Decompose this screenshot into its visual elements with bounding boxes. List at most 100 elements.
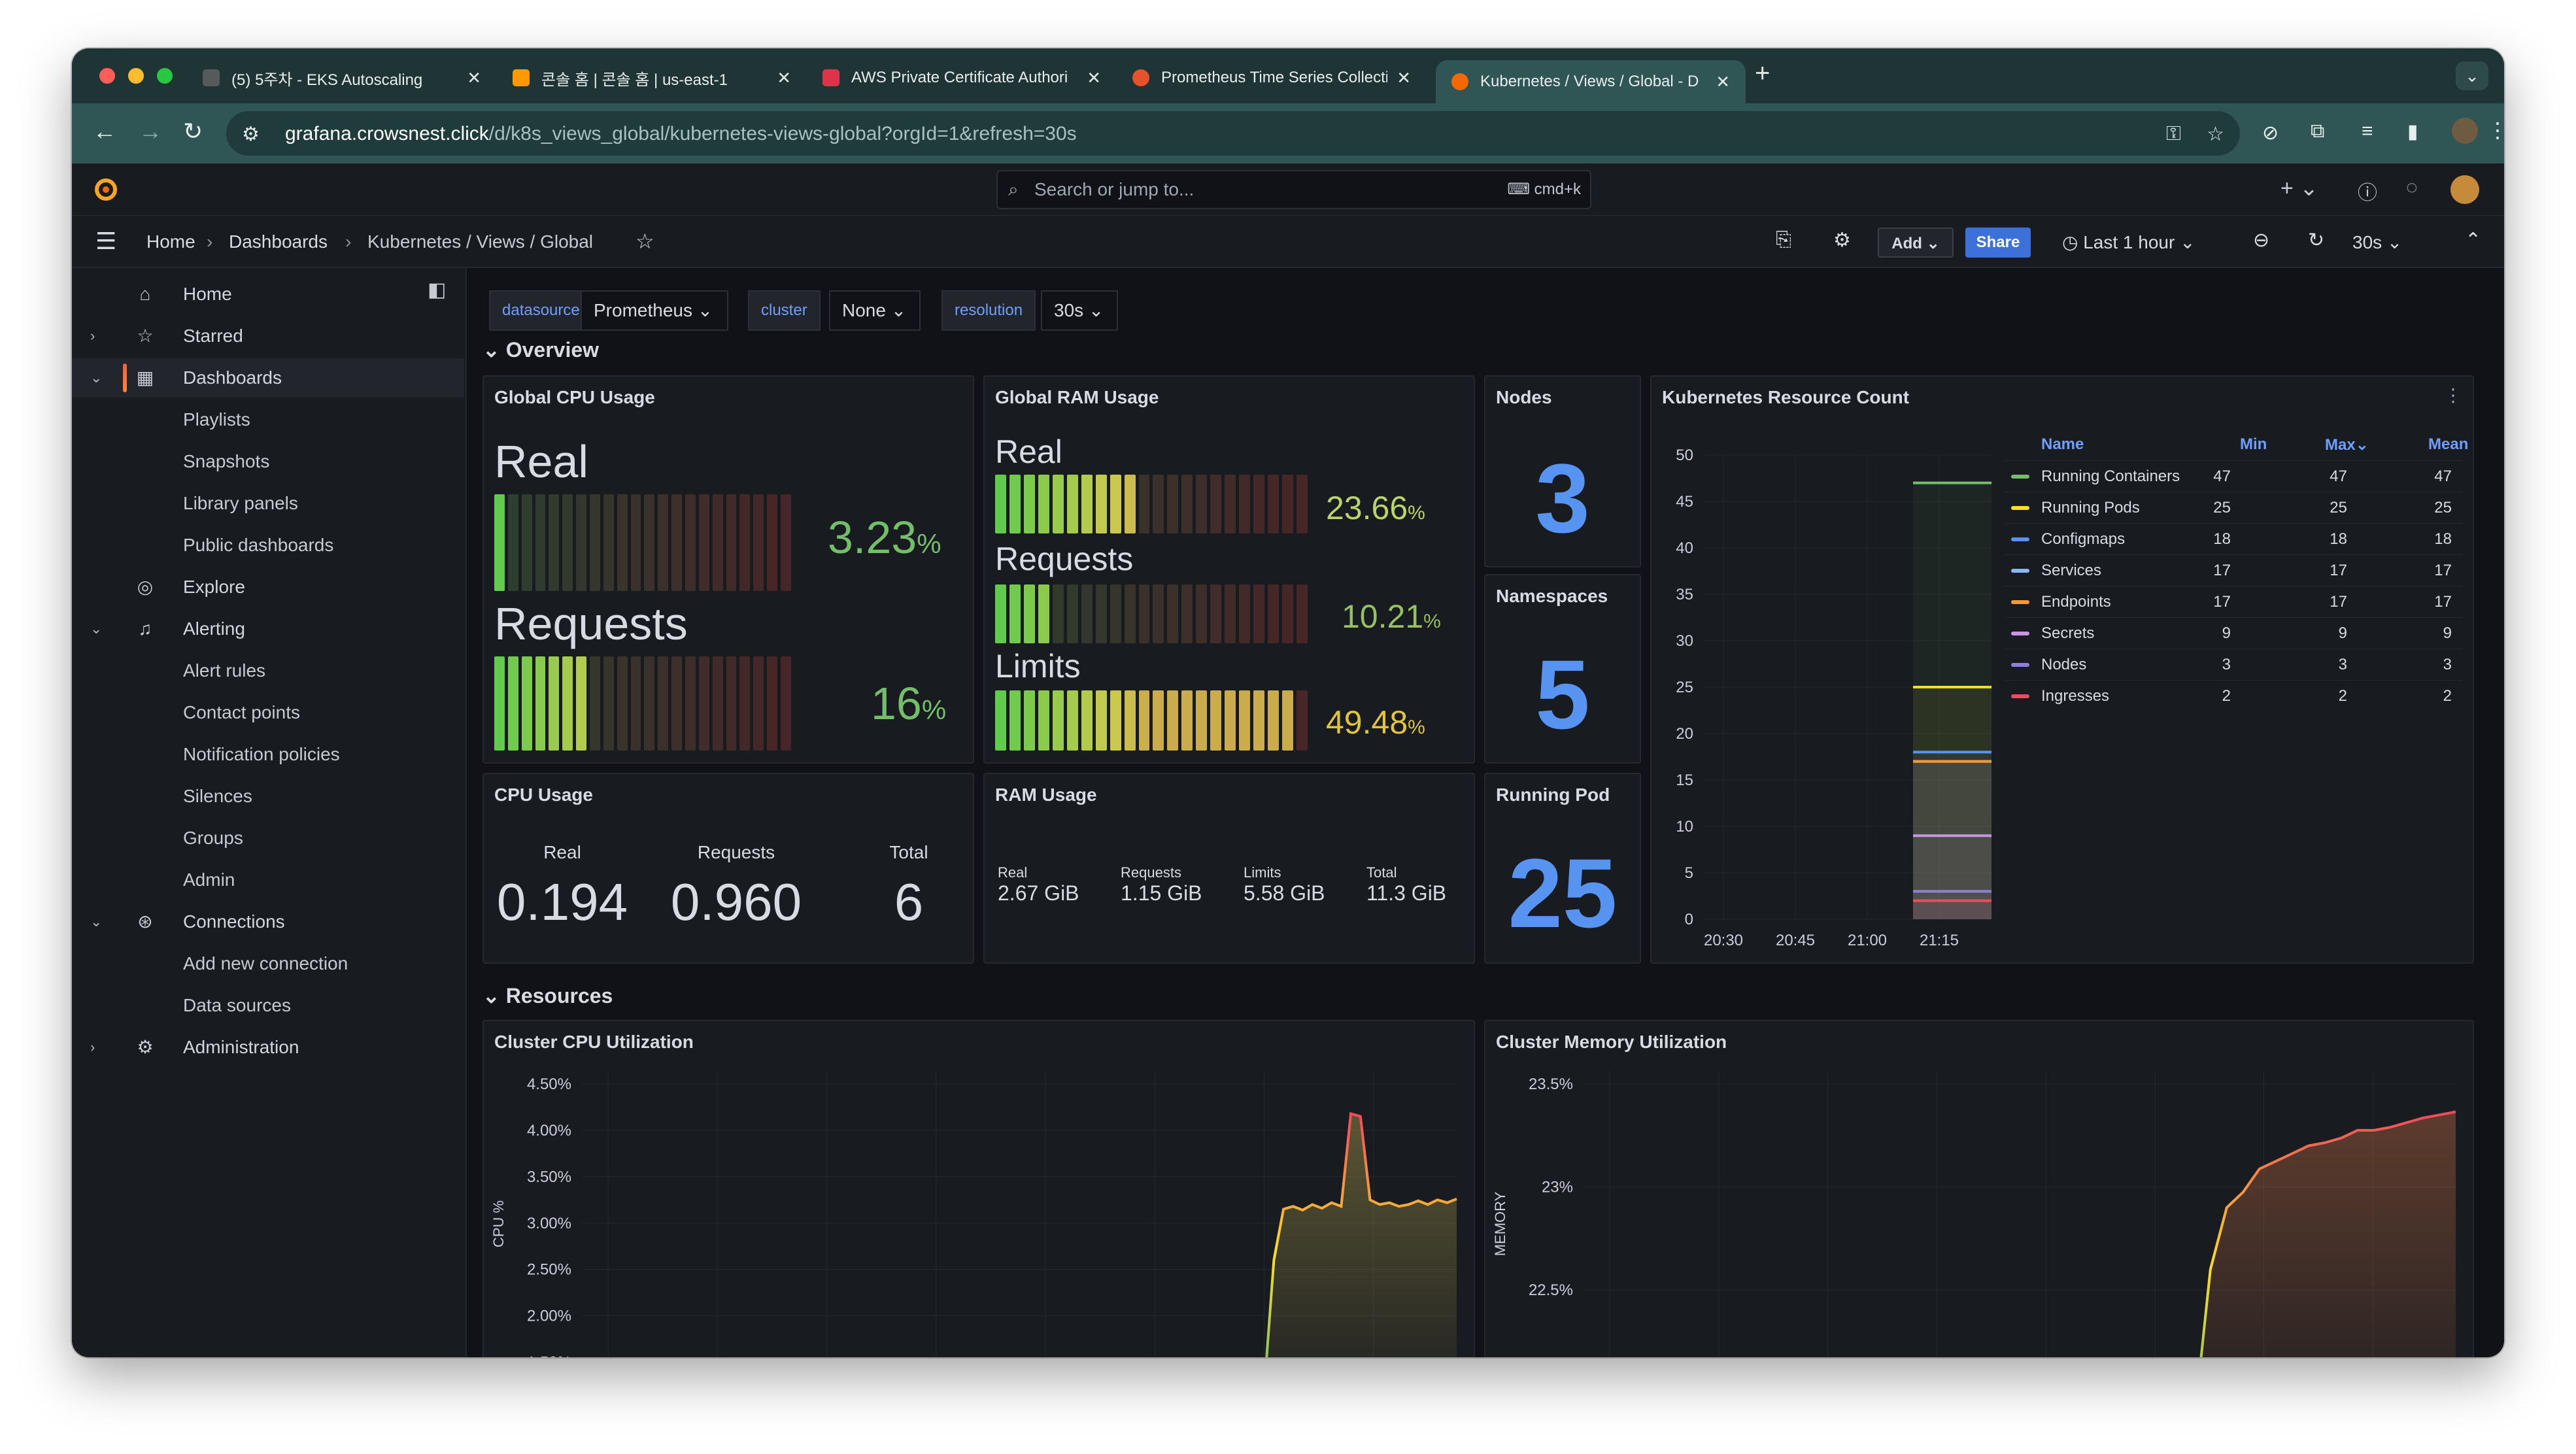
collapse-chevron-up-icon[interactable]: ⌃ xyxy=(2465,229,2482,251)
variable-select-cluster[interactable]: None ⌄ xyxy=(829,290,921,331)
password-key-icon[interactable]: ⚿ xyxy=(2166,123,2181,144)
save-dashboard-icon[interactable]: ⎘ xyxy=(1776,229,1791,250)
reload-icon[interactable]: ↻ xyxy=(183,118,203,144)
help-icon[interactable]: ⓘ xyxy=(2358,182,2377,204)
panel-menu-icon[interactable]: ⋮ xyxy=(2444,385,2462,405)
legend-row[interactable]: Nodes 3 3 3 xyxy=(2005,649,2462,680)
bookmark-star-icon[interactable]: ☆ xyxy=(2207,124,2224,145)
sidebar-item-snapshots[interactable]: Snapshots xyxy=(72,442,464,481)
browser-menu-icon[interactable]: ⋮ xyxy=(2487,118,2504,142)
row-overview[interactable]: ⌄ Overview xyxy=(483,337,599,362)
panel-global-cpu-usage[interactable]: Global CPU Usage Real 3.23% Requests 16% xyxy=(483,375,974,764)
zoom-out-icon[interactable]: ⊖ xyxy=(2253,229,2270,251)
chevron-down-icon[interactable]: ⌄ xyxy=(90,913,103,930)
minimize-window-button[interactable] xyxy=(128,68,144,84)
sidebar-item-alerting[interactable]: ⌄ ♫ Alerting xyxy=(72,609,464,649)
new-tab-button[interactable]: + xyxy=(1755,59,1771,88)
chevron-right-icon[interactable]: › xyxy=(90,328,95,344)
sidebar-item-groups[interactable]: Groups xyxy=(72,819,464,858)
dock-menu-icon[interactable]: ◧ xyxy=(428,279,447,301)
browser-tab[interactable]: 콘솔 홈 | 콘솔 홈 | us-east-1 ✕ xyxy=(497,58,807,98)
menu-hamburger-icon[interactable]: ☰ xyxy=(95,228,117,254)
panel-kubernetes-resource-count[interactable]: Kubernetes Resource Count ⋮ 0 5 10 15 20 25 30… xyxy=(1650,375,2474,964)
sidebar-item-notification-policies[interactable]: Notification policies xyxy=(72,735,464,774)
share-button[interactable]: Share xyxy=(1965,228,2031,258)
legend-header-mean[interactable]: Mean xyxy=(2428,435,2469,453)
add-button[interactable]: Add ⌄ xyxy=(1878,228,1954,258)
time-range-picker[interactable]: ◷ Last 1 hour ⌄ xyxy=(2062,232,2195,252)
panel-running-pod[interactable]: Running Pod 25 xyxy=(1484,773,1641,964)
browser-tab[interactable]: AWS Private Certificate Authori ✕ xyxy=(807,58,1117,98)
user-avatar[interactable] xyxy=(2450,175,2479,204)
url-omnibox[interactable]: ⚙ grafana.crowsnest.click/d/k8s_views_gl… xyxy=(226,111,2240,156)
close-tab-icon[interactable]: ✕ xyxy=(1716,71,1730,92)
browser-tab-active[interactable]: Kubernetes / Views / Global - D ✕ xyxy=(1436,60,1746,103)
legend-row[interactable]: Running Containers 47 47 47 xyxy=(2005,460,2462,492)
extension-off-icon[interactable]: ⊘ xyxy=(2262,122,2279,144)
legend-header-max[interactable]: Max⌄ xyxy=(2325,436,2369,454)
favorite-star-icon[interactable]: ☆ xyxy=(636,229,654,253)
panel-nodes[interactable]: Nodes 3 xyxy=(1484,375,1641,567)
sidebar-item-library-panels[interactable]: Library panels xyxy=(72,484,464,523)
close-tab-icon[interactable]: ✕ xyxy=(467,67,481,88)
legend-header-name[interactable]: Name xyxy=(2041,435,2084,453)
legend-row[interactable]: Ingresses 2 2 2 xyxy=(2005,680,2462,711)
panel-namespaces[interactable]: Namespaces 5 xyxy=(1484,574,1641,764)
sidebar-item-public-dashboards[interactable]: Public dashboards xyxy=(72,526,464,565)
refresh-interval-picker[interactable]: 30s ⌄ xyxy=(2352,232,2403,252)
close-tab-icon[interactable]: ✕ xyxy=(777,67,791,88)
legend-row[interactable]: Secrets 9 9 9 xyxy=(2005,617,2462,649)
sidebar-item-add-new-connection[interactable]: Add new connection xyxy=(72,944,464,983)
side-panel-icon[interactable]: ▮ xyxy=(2407,121,2418,143)
chevron-down-icon[interactable]: ⌄ xyxy=(90,369,103,386)
sidebar-item-home[interactable]: ⌂ Home xyxy=(72,275,464,314)
sidebar-item-alert-rules[interactable]: Alert rules xyxy=(72,651,464,690)
sidebar-item-starred[interactable]: › ☆ Starred xyxy=(72,316,464,356)
sidebar-item-data-sources[interactable]: Data sources xyxy=(72,986,464,1025)
chevron-down-icon[interactable]: ⌄ xyxy=(90,620,103,637)
legend-row[interactable]: Running Pods 25 25 25 xyxy=(2005,492,2462,523)
panel-cpu-usage[interactable]: CPU Usage Real 0.194 Requests 0.960 Tota… xyxy=(483,773,974,964)
grafana-logo-icon[interactable] xyxy=(90,174,122,205)
legend-header-min[interactable]: Min xyxy=(2240,435,2267,453)
news-rss-icon[interactable]: ◌ xyxy=(2406,177,2418,198)
breadcrumb-dashboards[interactable]: Dashboards xyxy=(229,231,328,252)
panel-ram-usage[interactable]: RAM Usage Real 2.67 GiB Requests 1.15 Gi… xyxy=(983,773,1475,964)
media-queue-icon[interactable]: ≡ xyxy=(2362,120,2373,142)
variable-select-datasource[interactable]: Prometheus ⌄ xyxy=(581,290,728,331)
zoom-window-button[interactable] xyxy=(157,68,173,84)
close-window-button[interactable] xyxy=(99,68,115,84)
back-icon[interactable]: ← xyxy=(93,118,116,144)
sidebar-item-contact-points[interactable]: Contact points xyxy=(72,693,464,732)
settings-gear-icon[interactable]: ⚙ xyxy=(1833,229,1851,251)
sidebar-item-administration[interactable]: › ⚙ Administration xyxy=(72,1028,464,1067)
sidebar-item-admin[interactable]: Admin xyxy=(72,860,464,900)
refresh-icon[interactable]: ↻ xyxy=(2308,229,2325,251)
breadcrumb-home[interactable]: Home xyxy=(146,231,195,252)
row-resources[interactable]: ⌄ Resources xyxy=(483,983,613,1008)
panel-cluster-cpu-utilization[interactable]: Cluster CPU Utilization 4.50% 4.00% 3.50% 3… xyxy=(483,1020,1475,1357)
tab-search-button[interactable]: ⌄ xyxy=(2456,61,2488,90)
sidebar-item-playlists[interactable]: Playlists xyxy=(72,400,464,439)
sidebar-item-explore[interactable]: ◎ Explore xyxy=(72,567,464,607)
extensions-puzzle-icon[interactable]: ⧉ xyxy=(2311,120,2325,142)
browser-tab[interactable]: (5) 5주차 - EKS Autoscaling ✕ xyxy=(187,58,497,98)
sidebar-item-connections[interactable]: ⌄ ⊛ Connections xyxy=(72,902,464,941)
legend-row[interactable]: Services 17 17 17 xyxy=(2005,554,2462,586)
close-tab-icon[interactable]: ✕ xyxy=(1397,67,1411,88)
legend-row[interactable]: Endpoints 17 17 17 xyxy=(2005,586,2462,617)
browser-tab[interactable]: Prometheus Time Series Collecti ✕ xyxy=(1117,58,1427,98)
close-tab-icon[interactable]: ✕ xyxy=(1087,67,1101,88)
chevron-right-icon[interactable]: › xyxy=(90,1039,95,1055)
panel-cluster-memory-utilization[interactable]: Cluster Memory Utilization 23.5% 23% 22.5%… xyxy=(1484,1020,2474,1357)
sidebar-item-dashboards[interactable]: ⌄ ▦ Dashboards xyxy=(72,358,464,397)
legend-row[interactable]: Configmaps 18 18 18 xyxy=(2005,523,2462,554)
new-plus-icon[interactable]: + ⌄ xyxy=(2280,176,2318,201)
forward-icon[interactable]: → xyxy=(139,118,162,144)
site-info-icon[interactable]: ⚙ xyxy=(242,124,260,145)
panel-global-ram-usage[interactable]: Global RAM Usage Real 23.66% Requests 10… xyxy=(983,375,1475,764)
profile-avatar[interactable] xyxy=(2452,118,2478,144)
search-input[interactable]: ⌕ Search or jump to... ⌨ cmd+k xyxy=(996,170,1591,209)
sidebar-item-silences[interactable]: Silences xyxy=(72,777,464,816)
variable-select-resolution[interactable]: 30s ⌄ xyxy=(1041,290,1118,331)
